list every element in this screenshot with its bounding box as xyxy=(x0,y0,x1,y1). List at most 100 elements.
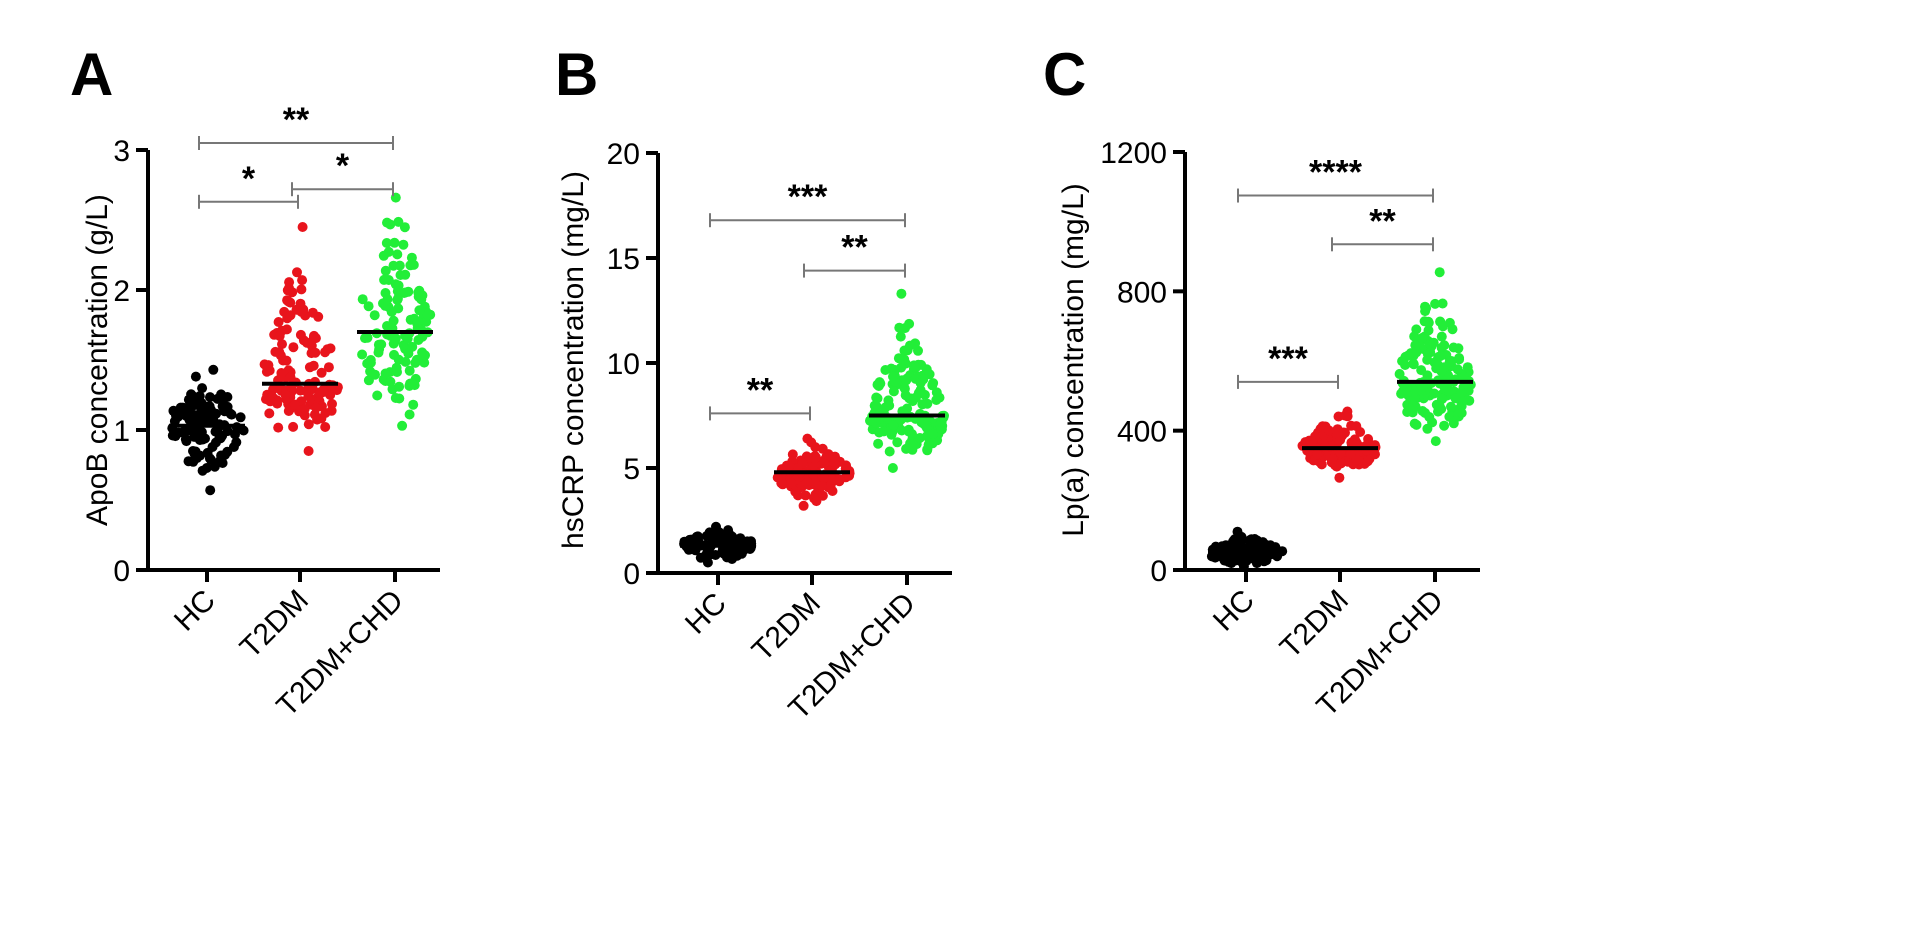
data-point xyxy=(393,216,404,227)
data-point xyxy=(931,387,942,398)
data-point xyxy=(1316,459,1327,470)
data-point xyxy=(910,362,921,373)
data-point xyxy=(386,306,397,317)
data-point xyxy=(259,359,270,370)
data-point xyxy=(1438,321,1448,332)
data-point xyxy=(1419,316,1430,327)
y-tick-label: 15 xyxy=(607,243,640,276)
data-point xyxy=(1439,420,1450,431)
series-points xyxy=(167,364,249,496)
data-point xyxy=(285,372,296,383)
data-point xyxy=(303,419,314,430)
data-point xyxy=(408,259,419,270)
data-point xyxy=(880,365,891,375)
data-point xyxy=(1446,401,1456,412)
y-tick-label: 800 xyxy=(1117,276,1167,309)
data-point xyxy=(688,535,699,546)
data-point xyxy=(1424,412,1435,422)
data-point xyxy=(886,429,897,440)
data-point xyxy=(422,309,433,320)
data-point xyxy=(417,347,428,358)
significance-bracket: ** xyxy=(803,229,906,278)
data-point xyxy=(1342,411,1353,422)
data-point xyxy=(1411,347,1422,358)
data-point xyxy=(723,525,734,536)
data-point xyxy=(895,331,906,342)
data-point xyxy=(901,375,912,386)
data-point xyxy=(314,388,325,399)
data-point xyxy=(311,402,322,413)
data-point xyxy=(798,500,809,511)
data-point xyxy=(196,398,207,409)
y-tick-label: 1200 xyxy=(1100,137,1167,170)
data-point xyxy=(327,398,337,409)
data-point xyxy=(1430,436,1441,447)
data-point xyxy=(817,481,827,492)
data-point xyxy=(407,341,418,352)
data-point xyxy=(197,383,208,394)
data-point xyxy=(409,380,420,391)
data-point xyxy=(1456,387,1467,398)
data-point xyxy=(1306,437,1317,448)
data-point xyxy=(292,267,302,278)
data-point xyxy=(1333,411,1344,422)
data-point xyxy=(1265,540,1276,551)
data-point xyxy=(1244,542,1254,553)
data-point xyxy=(299,404,310,414)
data-point xyxy=(1422,354,1433,365)
y-tick-label: 20 xyxy=(607,138,640,171)
data-point xyxy=(873,438,884,449)
data-point xyxy=(273,317,284,327)
data-point xyxy=(888,386,899,397)
data-point xyxy=(183,456,194,467)
data-point xyxy=(1396,388,1407,399)
data-point xyxy=(802,477,813,488)
data-point xyxy=(887,463,898,473)
y-tick-label: 0 xyxy=(113,555,130,588)
data-point xyxy=(369,310,380,321)
data-point xyxy=(380,368,391,379)
data-point xyxy=(205,392,215,403)
data-point xyxy=(1335,447,1346,458)
data-point xyxy=(1430,298,1441,309)
data-point xyxy=(917,399,928,410)
data-point xyxy=(222,426,233,437)
data-point xyxy=(1411,419,1422,430)
data-point xyxy=(208,364,219,375)
data-point xyxy=(273,422,284,433)
data-point xyxy=(301,337,312,348)
x-tick-label: T2DM xyxy=(1274,584,1355,665)
data-point xyxy=(928,429,938,440)
panel-label-b: B xyxy=(555,41,598,108)
data-point xyxy=(357,349,368,360)
significance-bracket: ** xyxy=(1331,202,1434,252)
y-tick-label: 400 xyxy=(1117,416,1167,449)
data-point xyxy=(1452,364,1463,375)
data-point xyxy=(280,389,291,400)
data-point xyxy=(310,347,321,358)
data-point xyxy=(904,318,915,329)
significance-label: *** xyxy=(788,178,828,216)
data-point xyxy=(411,354,422,365)
data-point xyxy=(888,420,899,431)
data-point xyxy=(389,237,400,248)
data-point xyxy=(915,377,926,388)
data-point xyxy=(896,288,907,299)
series-points xyxy=(865,288,949,473)
data-point xyxy=(905,438,916,449)
data-point xyxy=(1436,342,1447,353)
data-point xyxy=(378,298,388,309)
series-points xyxy=(1297,406,1381,483)
y-tick-label: 1 xyxy=(113,415,130,448)
data-point xyxy=(710,550,721,560)
data-point xyxy=(404,365,415,376)
data-point xyxy=(278,355,289,366)
data-point xyxy=(1249,552,1260,563)
data-point xyxy=(381,238,392,248)
data-point xyxy=(1416,365,1427,376)
data-point xyxy=(388,315,399,326)
data-point xyxy=(931,395,942,405)
data-point xyxy=(323,362,334,373)
